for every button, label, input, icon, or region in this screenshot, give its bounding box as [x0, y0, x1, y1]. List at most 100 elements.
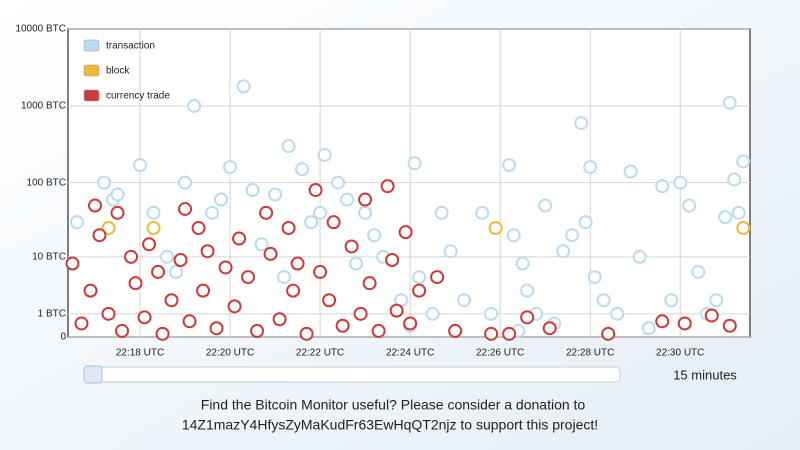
data-point — [281, 139, 296, 154]
data-point — [398, 225, 413, 240]
footer-text: Find the Bitcoin Monitor useful? Please … — [201, 397, 586, 413]
data-point — [146, 221, 161, 236]
data-point — [101, 221, 116, 236]
data-point — [313, 264, 328, 279]
data-point — [731, 205, 746, 220]
data-point — [290, 256, 305, 271]
data-point — [286, 283, 301, 298]
data-point — [178, 175, 193, 190]
data-point — [151, 264, 166, 279]
data-point — [542, 321, 557, 336]
data-point — [722, 95, 737, 110]
y-tick-label: 0 — [60, 332, 66, 343]
data-point — [736, 221, 751, 236]
y-tick-label: 100 BTC — [27, 177, 66, 188]
data-point — [502, 326, 517, 341]
legend-label: transaction — [106, 41, 155, 52]
data-point — [317, 148, 332, 163]
slider-handle[interactable] — [83, 365, 103, 384]
y-tick-label: 1 BTC — [38, 308, 66, 319]
data-point — [506, 228, 521, 243]
data-point — [299, 326, 314, 341]
data-point — [187, 98, 202, 113]
data-point — [722, 318, 737, 333]
data-point — [164, 293, 179, 308]
data-point — [272, 312, 287, 327]
data-point — [430, 270, 445, 285]
data-point — [344, 239, 359, 254]
data-point — [448, 323, 463, 338]
data-point — [133, 158, 148, 173]
data-point — [88, 198, 103, 213]
data-point — [128, 276, 143, 291]
data-point — [97, 175, 112, 190]
data-point — [137, 310, 152, 325]
data-point — [142, 237, 157, 252]
data-point — [358, 192, 373, 207]
data-point — [353, 306, 368, 321]
data-point — [209, 321, 224, 336]
data-point — [587, 270, 602, 285]
range-label: 15 minutes — [673, 367, 737, 382]
data-point — [488, 221, 503, 236]
range-slider[interactable] — [83, 366, 621, 383]
x-tick-label: 22:28 UTC — [566, 348, 614, 359]
data-point — [223, 160, 238, 175]
data-point — [574, 116, 589, 131]
data-point — [407, 156, 422, 171]
data-point — [232, 231, 247, 246]
data-point — [727, 172, 742, 187]
data-point — [169, 264, 184, 279]
data-point — [331, 175, 346, 190]
data-point — [596, 293, 611, 308]
data-point — [70, 215, 85, 230]
data-point — [254, 237, 269, 252]
data-point — [295, 162, 310, 177]
data-point — [110, 187, 125, 202]
data-point — [200, 244, 215, 259]
x-tick-label: 22:20 UTC — [206, 348, 254, 359]
data-point — [227, 299, 242, 314]
x-tick-label: 22:22 UTC — [296, 348, 344, 359]
data-point — [718, 210, 733, 225]
data-point — [673, 175, 688, 190]
data-point — [389, 303, 404, 318]
data-point — [263, 246, 278, 261]
data-point — [349, 256, 364, 271]
x-tick-label: 22:30 UTC — [656, 348, 704, 359]
data-point — [484, 326, 499, 341]
data-point — [583, 160, 598, 175]
legend-label: currency trade — [106, 91, 170, 102]
data-point — [362, 276, 377, 291]
y-tick-label: 1000 BTC — [21, 101, 66, 112]
data-point — [160, 249, 175, 264]
data-point — [682, 198, 697, 213]
data-point — [214, 192, 229, 207]
data-point — [268, 187, 283, 202]
data-point — [623, 164, 638, 179]
data-point — [218, 260, 233, 275]
data-point — [340, 192, 355, 207]
data-point — [277, 270, 292, 285]
data-point — [182, 314, 197, 329]
data-point — [515, 256, 530, 271]
data-point — [578, 215, 593, 230]
y-tick-label: 10 BTC — [32, 251, 66, 262]
data-point — [236, 79, 251, 94]
data-point — [565, 228, 580, 243]
x-tick-label: 22:26 UTC — [476, 348, 524, 359]
data-point — [457, 293, 472, 308]
data-point — [380, 179, 395, 194]
data-point — [281, 221, 296, 236]
data-point — [412, 270, 427, 285]
data-point — [65, 256, 80, 271]
legend-swatch — [83, 89, 100, 102]
legend-swatch — [83, 64, 100, 77]
data-point — [538, 198, 553, 213]
data-point — [475, 205, 490, 220]
data-point — [704, 308, 719, 323]
data-point — [110, 205, 125, 220]
data-point — [484, 306, 499, 321]
